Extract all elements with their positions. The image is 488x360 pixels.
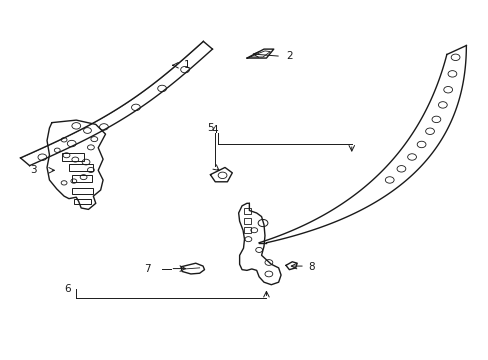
Text: 7: 7 [144, 264, 151, 274]
Bar [61, 153, 83, 161]
Text: 6: 6 [64, 284, 71, 294]
Text: 8: 8 [307, 262, 314, 272]
Text: 2: 2 [285, 51, 292, 61]
Bar [74, 199, 91, 204]
Text: 3: 3 [30, 165, 37, 175]
Bar [243, 219, 250, 224]
Text: 1: 1 [183, 60, 190, 70]
Bar [243, 208, 250, 214]
Bar [72, 188, 93, 194]
Bar [72, 175, 92, 182]
Text: 4: 4 [211, 125, 218, 135]
Bar [69, 164, 93, 171]
Bar [243, 227, 250, 233]
Text: 5: 5 [206, 123, 213, 133]
